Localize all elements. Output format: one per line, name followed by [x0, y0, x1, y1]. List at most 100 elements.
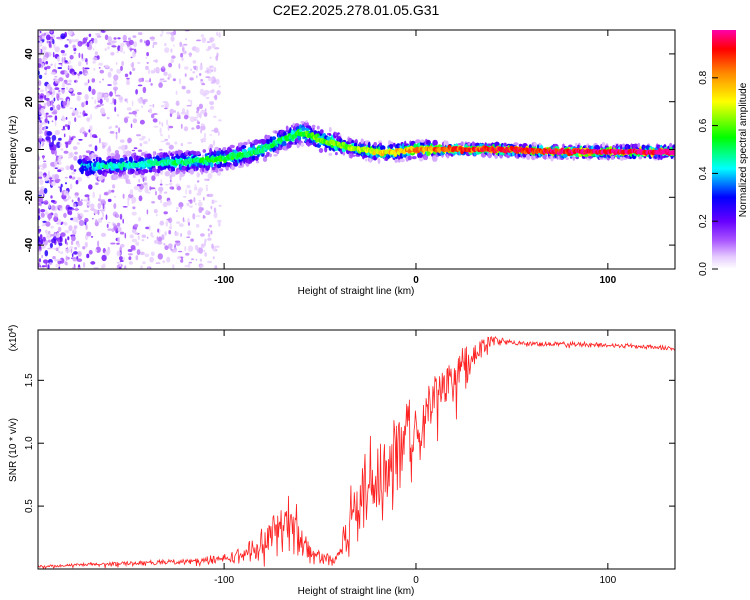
- heatmap-cell: [63, 133, 66, 138]
- heatmap-cell: [610, 155, 615, 160]
- heatmap-cell: [206, 67, 210, 70]
- heatmap-cell: [155, 262, 161, 264]
- heatmap-cell: [73, 225, 78, 230]
- heatmap-cell: [158, 186, 164, 192]
- heatmap-cell: [196, 106, 200, 112]
- heatmap-cell: [164, 138, 169, 142]
- heatmap-cell: [113, 86, 118, 91]
- heatmap-cell: [123, 257, 125, 261]
- heatmap-cell: [39, 35, 43, 41]
- heatmap-cell: [160, 104, 165, 108]
- heatmap-cell: [184, 246, 187, 252]
- heatmap-cell: [150, 70, 155, 74]
- heatmap-cell: [174, 249, 178, 252]
- heatmap-cell: [38, 171, 44, 178]
- heatmap-cell: [176, 111, 180, 117]
- heatmap-cell: [198, 247, 204, 254]
- heatmap-cell: [200, 128, 203, 134]
- heatmap-cell: [74, 151, 78, 155]
- heatmap-cell: [135, 89, 139, 95]
- heatmap-cell: [60, 183, 63, 188]
- heatmap-cell: [389, 143, 394, 150]
- heatmap-cell: [158, 148, 163, 151]
- heatmap-cell: [38, 228, 42, 232]
- heatmap-cell: [78, 213, 81, 218]
- heatmap-cell: [209, 134, 213, 136]
- heatmap-cell: [129, 48, 135, 51]
- heatmap-cell: [207, 233, 211, 238]
- heatmap-cell: [60, 33, 66, 39]
- heatmap-cell: [196, 215, 201, 217]
- heatmap-cell: [38, 94, 41, 100]
- heatmap-cell: [148, 69, 150, 75]
- heatmap-cell: [99, 199, 106, 201]
- heatmap-cell: [164, 171, 170, 177]
- heatmap-cell: [113, 196, 117, 198]
- heatmap-cell: [75, 207, 79, 212]
- heatmap-cell: [92, 60, 96, 64]
- heatmap-cell: [107, 151, 111, 157]
- heatmap-cell: [185, 38, 187, 41]
- heatmap-cell: [103, 95, 106, 101]
- heatmap-cell: [273, 154, 278, 157]
- heatmap-cell: [107, 228, 113, 231]
- heatmap-cell: [42, 162, 47, 169]
- heatmap-cell: [41, 265, 47, 268]
- heatmap-cell: [42, 236, 46, 242]
- heatmap-cell: [56, 141, 61, 149]
- heatmap-cell: [77, 267, 81, 269]
- heatmap-cell: [49, 242, 54, 249]
- heatmap-cell: [255, 150, 259, 155]
- heatmap-cell: [90, 38, 95, 41]
- heatmap-cell: [40, 238, 44, 245]
- heatmap-cell: [46, 131, 52, 136]
- heatmap-cell: [74, 192, 79, 197]
- heatmap-cell: [145, 56, 148, 59]
- heatmap-cell: [137, 98, 142, 102]
- heatmap-cell: [201, 37, 207, 43]
- heatmap-cell: [153, 125, 159, 128]
- heatmap-cell: [92, 48, 95, 51]
- heatmap-cell: [200, 233, 205, 237]
- heatmap-cell: [77, 243, 81, 248]
- heatmap-cell: [136, 134, 141, 137]
- heatmap-cell: [211, 77, 214, 81]
- heatmap-cell: [188, 189, 192, 195]
- heatmap-cell: [136, 184, 141, 187]
- heatmap-cell: [106, 116, 110, 120]
- heatmap-cell: [215, 78, 220, 85]
- heatmap-cell: [130, 245, 136, 250]
- heatmap-cell: [57, 67, 63, 69]
- heatmap-cell: [94, 249, 98, 252]
- bottom-y-tick-label: 0.5: [24, 499, 35, 513]
- heatmap-cell: [161, 30, 164, 35]
- heatmap-cell: [99, 193, 101, 201]
- heatmap-cell: [140, 251, 145, 256]
- heatmap-cell: [123, 40, 128, 43]
- heatmap-cell: [38, 128, 43, 135]
- heatmap-cell: [45, 34, 51, 41]
- heatmap-cell: [328, 152, 333, 156]
- heatmap-cell: [133, 231, 138, 235]
- heatmap-cell: [213, 79, 217, 82]
- top-y-axis-label: Frequency (Hz): [8, 116, 19, 185]
- heatmap-cell: [85, 224, 88, 231]
- heatmap-cell: [238, 165, 243, 169]
- heatmap-cell: [133, 41, 137, 48]
- heatmap-cell: [104, 64, 110, 68]
- heatmap-cell: [101, 264, 105, 269]
- heatmap-cell: [167, 243, 173, 250]
- heatmap-cell: [170, 35, 175, 42]
- heatmap-cell: [201, 207, 204, 211]
- heatmap-cell: [145, 39, 151, 46]
- heatmap-cell: [75, 38, 79, 43]
- heatmap-cell: [139, 119, 145, 125]
- heatmap-cell: [218, 204, 222, 207]
- heatmap-cell: [347, 137, 353, 143]
- heatmap-cell: [38, 202, 41, 206]
- heatmap-cell: [58, 242, 63, 246]
- heatmap-cell: [513, 142, 519, 146]
- heatmap-cell: [38, 107, 41, 111]
- heatmap-cell: [107, 221, 111, 224]
- heatmap-cell: [301, 127, 306, 131]
